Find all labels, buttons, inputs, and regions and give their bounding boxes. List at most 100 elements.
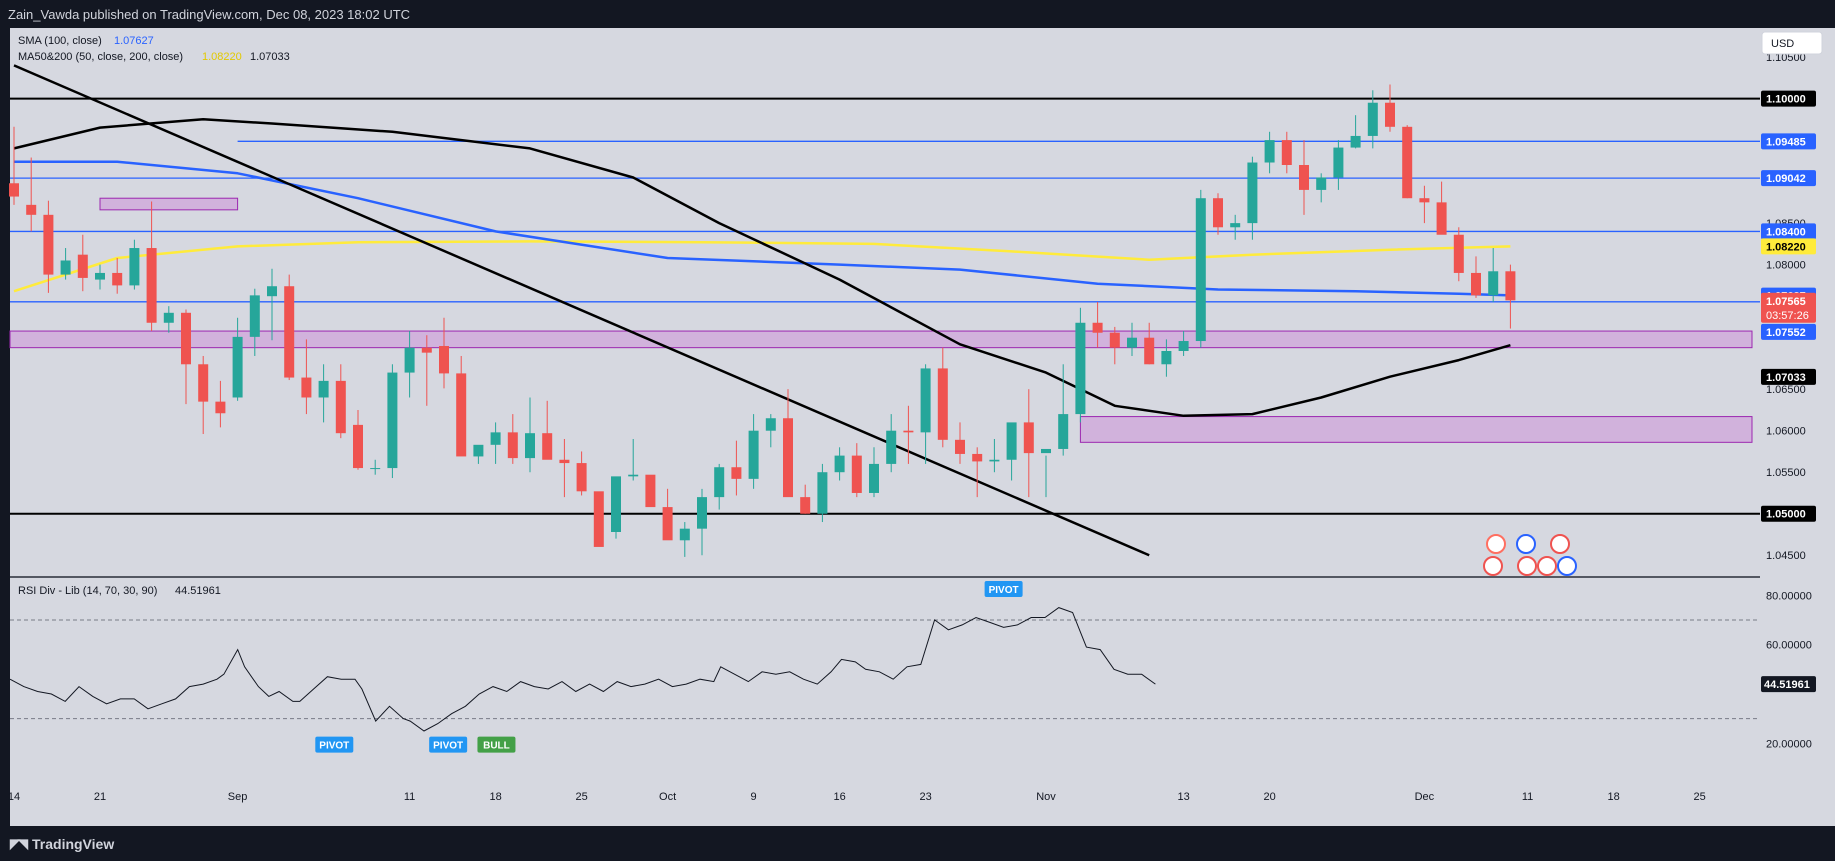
ma50-line xyxy=(13,240,1511,293)
lightning-icon xyxy=(1486,534,1506,554)
rsi-marker-box xyxy=(477,736,516,753)
candle-body xyxy=(215,401,226,414)
candle-body xyxy=(662,507,673,541)
rsi-legend-value: 44.51961 xyxy=(175,585,221,597)
candle-body xyxy=(1505,271,1516,301)
candle-body xyxy=(697,497,707,529)
candle-body xyxy=(559,459,570,464)
price-label: 1.09042 xyxy=(1766,173,1806,185)
time-tick-label: 18 xyxy=(489,791,501,803)
candle-body xyxy=(1281,140,1292,165)
time-tick-label: 13 xyxy=(1177,791,1189,803)
candle-body xyxy=(1230,223,1241,228)
candle-body xyxy=(95,272,105,280)
candle-body xyxy=(9,183,19,197)
candle-body xyxy=(439,346,449,374)
candle-body xyxy=(181,312,191,365)
world-event-icon xyxy=(1557,556,1577,576)
publish-header: Zain_Vawda published on TradingView.com,… xyxy=(0,0,1835,28)
candle-body xyxy=(284,286,295,378)
rsi-value-label: 44.51961 xyxy=(1764,679,1810,691)
candle-body xyxy=(525,433,535,459)
tradingview-logo[interactable]: ◤◥ TradingView xyxy=(10,836,114,852)
time-tick-label: 25 xyxy=(575,791,587,803)
currency-button xyxy=(1761,31,1823,55)
ma200-legend-value: 1.07033 xyxy=(250,51,290,63)
candle-body xyxy=(421,347,432,353)
candle-body xyxy=(576,463,587,492)
candle-body xyxy=(1471,272,1481,296)
candle-body xyxy=(353,424,363,469)
time-axis-background xyxy=(10,768,1835,826)
candle-body xyxy=(628,474,639,477)
price-tick-label: 1.06500 xyxy=(1766,384,1806,396)
price-tick-label: 1.06000 xyxy=(1766,426,1806,438)
candle-body xyxy=(473,444,484,457)
candle-body xyxy=(335,380,346,434)
sma-legend-value: 1.07627 xyxy=(114,35,154,47)
rsi-marker-label: PIVOT xyxy=(319,741,349,752)
candle-body xyxy=(886,430,897,464)
price-label: 1.09485 xyxy=(1766,136,1806,148)
rsi-legend-label: RSI Div - Lib (14, 70, 30, 90) xyxy=(18,585,157,597)
candle-body xyxy=(43,214,54,275)
price-label-box xyxy=(1761,368,1816,385)
candle-body xyxy=(1023,422,1034,454)
price-chart[interactable]: 1.105001.085001.080001.065001.060001.055… xyxy=(0,28,1835,826)
candle-body xyxy=(77,254,88,278)
candle-body xyxy=(387,372,398,469)
price-axis-background xyxy=(1760,28,1835,768)
us-flag-icon xyxy=(1517,556,1537,576)
rsi-marker-label: PIVOT xyxy=(989,585,1019,596)
candle-body xyxy=(748,430,759,479)
candle-body xyxy=(1006,422,1017,460)
sma-legend-label: SMA (100, close) xyxy=(18,35,102,47)
price-label: 1.07033 xyxy=(1766,372,1806,384)
price-label: 1.08400 xyxy=(1766,226,1806,238)
candle-body xyxy=(1247,162,1258,224)
ma200-line xyxy=(13,118,1511,418)
candle-body xyxy=(972,453,983,462)
candle-body xyxy=(490,432,501,445)
candle-body xyxy=(370,468,381,470)
candle-body xyxy=(198,364,209,402)
candle-body xyxy=(267,286,277,297)
candle-body xyxy=(1075,322,1086,415)
tradingview-logo-text: TradingView xyxy=(32,836,115,852)
price-tick-label: 1.05500 xyxy=(1766,467,1806,479)
rsi-line xyxy=(9,607,1156,732)
candle-body xyxy=(1144,337,1155,365)
price-label-box xyxy=(1761,90,1816,107)
candle-body xyxy=(645,474,656,508)
candle-body xyxy=(1127,337,1137,348)
candle-body xyxy=(1316,177,1327,190)
candle-body xyxy=(903,430,914,433)
time-tick-label: 14 xyxy=(8,791,20,803)
rsi-marker-box xyxy=(984,581,1023,597)
candle-body xyxy=(1367,102,1378,136)
candle-body xyxy=(714,467,725,498)
time-tick-label: 23 xyxy=(919,791,931,803)
candle-body xyxy=(679,528,690,541)
time-tick-label: 21 xyxy=(94,791,106,803)
price-label-box xyxy=(1761,133,1816,150)
time-tick-label: 16 xyxy=(833,791,845,803)
rsi-marker-box xyxy=(315,736,354,753)
candle-body xyxy=(1402,126,1413,199)
rsi-pane-background xyxy=(10,578,1760,768)
us-flag-icon xyxy=(1483,556,1503,576)
candle-body xyxy=(834,455,845,473)
currency-label: USD xyxy=(1771,38,1794,50)
candles xyxy=(9,84,1516,557)
support-zone-2 xyxy=(99,197,239,211)
candle-body xyxy=(955,439,965,454)
candle-body xyxy=(611,476,621,532)
candle-body xyxy=(112,272,123,286)
candle-body xyxy=(1161,350,1172,365)
rsi-marker-label: BULL xyxy=(483,741,510,752)
candle-body xyxy=(731,467,742,479)
rsi-tick-label: 80.00000 xyxy=(1766,590,1812,602)
rsi-value-box xyxy=(1761,676,1816,693)
ma-legend-label: MA50&200 (50, close, 200, close) xyxy=(18,51,183,63)
